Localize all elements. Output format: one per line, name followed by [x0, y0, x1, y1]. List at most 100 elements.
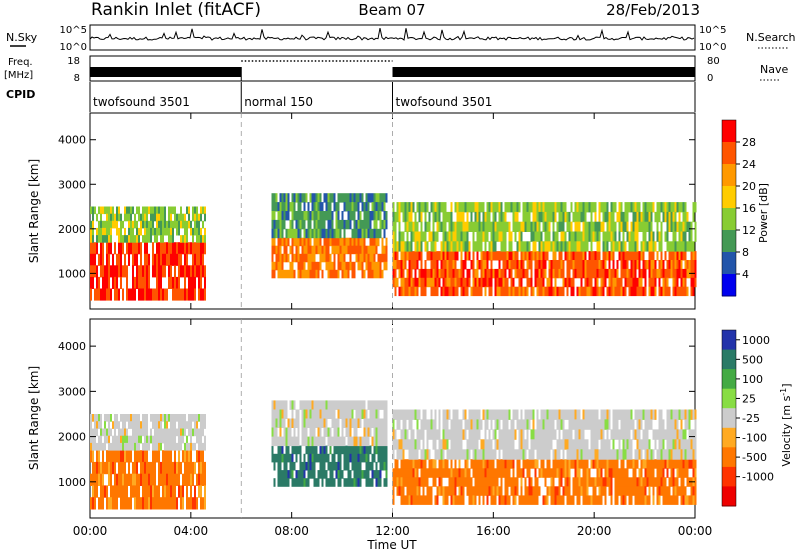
heatmap-cell	[299, 478, 302, 487]
heatmap-cell	[452, 286, 455, 297]
heatmap-cell	[156, 414, 158, 422]
heatmap-cell	[92, 265, 94, 278]
heatmap-cell	[118, 242, 120, 255]
heatmap-cell	[484, 211, 487, 223]
heatmap-cell	[424, 477, 427, 487]
heatmap-cell	[325, 211, 328, 221]
heatmap-cell	[494, 468, 497, 478]
heatmap-cell	[351, 436, 354, 447]
heatmap-cell	[558, 409, 561, 420]
heatmap-cell	[662, 202, 665, 213]
heatmap-cell	[456, 202, 459, 213]
heatmap-cell	[375, 269, 378, 279]
heatmap-cell	[562, 260, 565, 270]
heatmap-cell	[347, 453, 350, 463]
heatmap-cell	[500, 486, 503, 496]
heatmap-cell	[648, 286, 651, 297]
heatmap-cell	[682, 277, 685, 288]
heatmap-cell	[506, 221, 509, 232]
heatmap-cell	[644, 286, 647, 297]
heatmap-cell	[464, 449, 467, 460]
heatmap-cell	[114, 414, 116, 422]
heatmap-cell	[676, 468, 679, 478]
heatmap-cell	[138, 421, 140, 429]
heatmap-cell	[560, 241, 563, 252]
heatmap-cell	[148, 473, 150, 486]
heatmap-cell	[630, 286, 633, 297]
heatmap-cell	[132, 473, 134, 486]
heatmap-cell	[670, 439, 673, 450]
heatmap-cell	[676, 429, 679, 440]
heatmap-cell	[158, 450, 160, 463]
heatmap-cell	[484, 268, 487, 279]
heatmap-cell	[462, 211, 465, 223]
heatmap-cell	[285, 461, 288, 471]
heatmap-cell	[164, 265, 166, 278]
heatmap-cell	[146, 206, 148, 215]
heatmap-cell	[686, 468, 689, 478]
heatmap-cell	[500, 495, 503, 505]
heatmap-cell	[329, 436, 332, 447]
heatmap-cell	[313, 418, 316, 428]
heatmap-cell	[604, 486, 607, 496]
heatmap-cell	[329, 470, 332, 479]
heatmap-cell	[584, 459, 587, 469]
heatmap-cell	[512, 486, 515, 496]
heatmap-cell	[584, 277, 587, 288]
heatmap-cell	[375, 427, 378, 437]
colorbar-tick-label: 20	[742, 180, 756, 193]
heatmap-cell	[676, 277, 679, 288]
heatmap-cell	[347, 461, 350, 471]
heatmap-cell	[460, 241, 463, 252]
heatmap-cell	[321, 409, 324, 419]
heatmap-cell	[610, 277, 613, 288]
heatmap-cell	[422, 231, 425, 242]
heatmap-cell	[694, 202, 697, 213]
heatmap-cell	[656, 202, 659, 213]
heatmap-cell	[420, 260, 423, 270]
heatmap-cell	[572, 260, 575, 270]
heatmap-cell	[480, 486, 483, 496]
heatmap-cell	[680, 251, 683, 261]
heatmap-cell	[496, 409, 499, 420]
heatmap-cell	[488, 286, 491, 297]
heatmap-cell	[672, 409, 675, 420]
heatmap-cell	[554, 211, 557, 223]
heatmap-cell	[92, 227, 94, 236]
heatmap-cell	[277, 219, 280, 230]
heatmap-cell	[518, 277, 521, 288]
heatmap-cell	[363, 269, 366, 279]
heatmap-cell	[498, 251, 501, 261]
heatmap-cell	[566, 221, 569, 232]
heatmap-cell	[305, 228, 308, 239]
colorbar-tick-label: 1000	[742, 334, 770, 347]
heatmap-cell	[426, 251, 429, 261]
heatmap-cell	[164, 213, 166, 222]
heatmap-cell	[120, 235, 122, 243]
heatmap-cell	[624, 221, 627, 232]
heatmap-cell	[156, 206, 158, 215]
heatmap-cell	[670, 241, 673, 252]
heatmap-cell	[538, 241, 541, 252]
heatmap-cell	[198, 428, 200, 437]
heatmap-cell	[680, 477, 683, 487]
heatmap-cell	[279, 445, 282, 455]
heatmap-cell	[624, 439, 627, 450]
heatmap-cell	[367, 253, 370, 263]
heatmap-cell	[337, 478, 340, 487]
heatmap-cell	[400, 260, 403, 270]
heatmap-cell	[408, 277, 411, 288]
heatmap-cell	[168, 485, 170, 498]
heatmap-cell	[552, 286, 555, 297]
heatmap-cell	[174, 276, 176, 289]
heatmap-cell	[488, 409, 491, 420]
heatmap-cell	[588, 286, 591, 297]
heatmap-cell	[454, 486, 457, 496]
heatmap-cell	[194, 206, 196, 215]
heatmap-cell	[343, 261, 346, 271]
heatmap-cell	[656, 251, 659, 261]
heatmap-cell	[402, 211, 405, 223]
heatmap-cell	[335, 418, 338, 428]
heatmap-cell	[168, 497, 170, 510]
heatmap-cell	[544, 231, 547, 242]
